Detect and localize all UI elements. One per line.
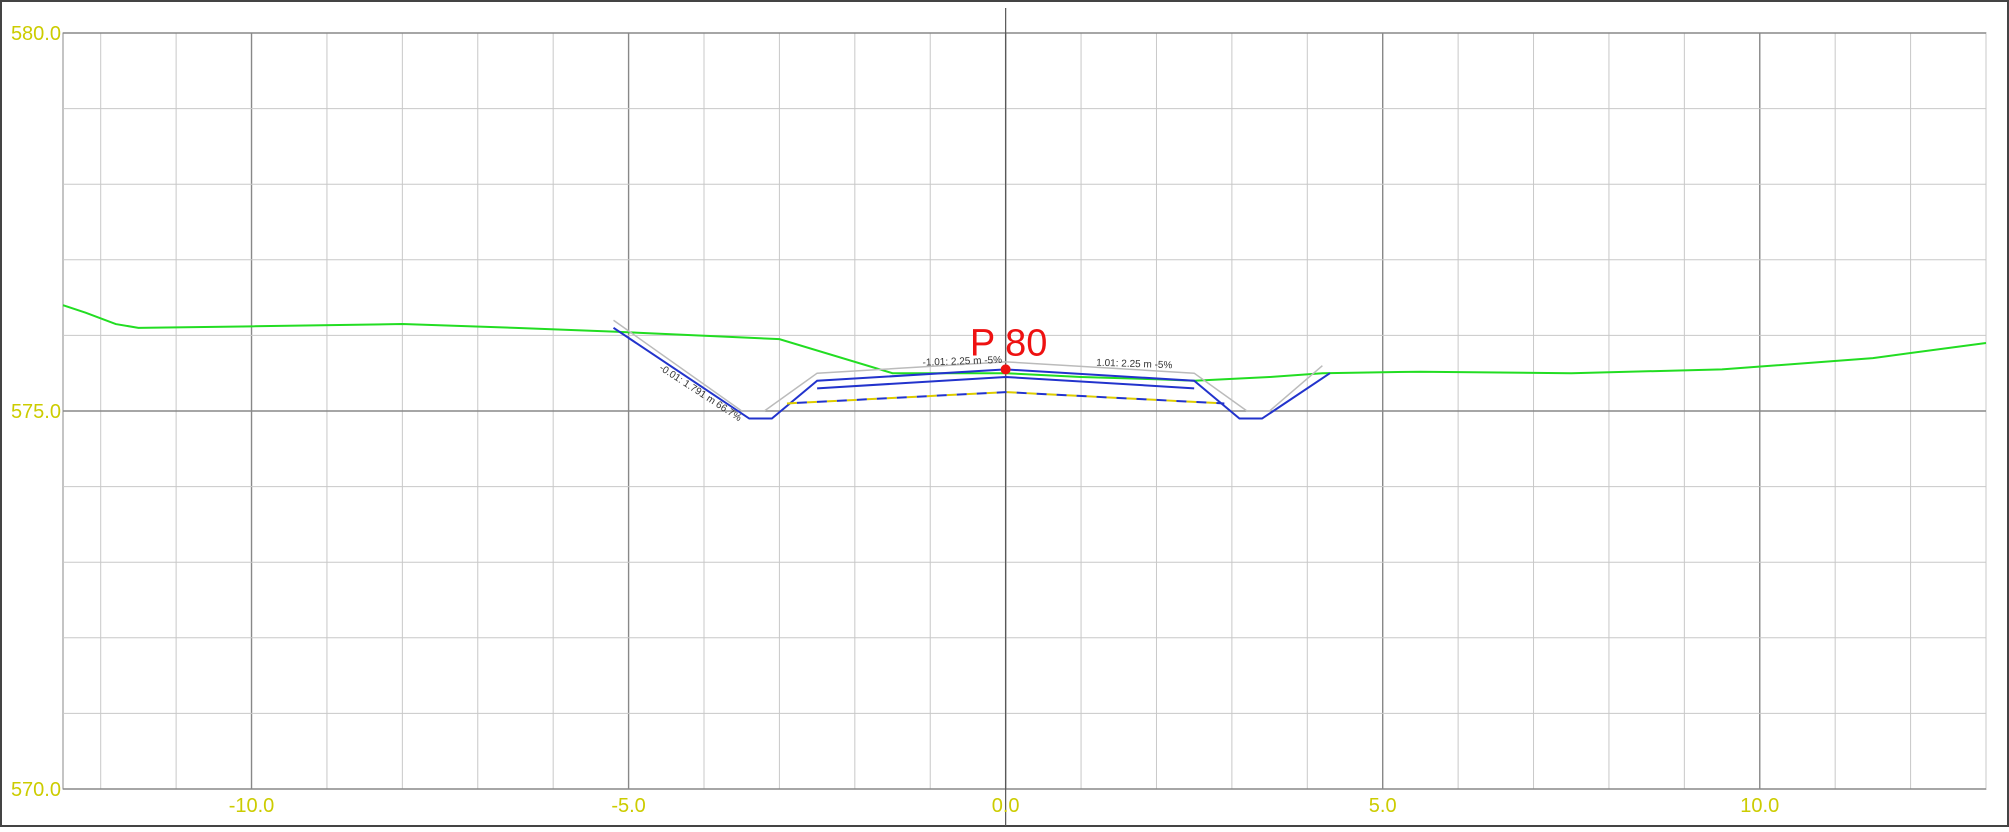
station-point[interactable] <box>1000 364 1011 375</box>
profile-line <box>62 304 1987 382</box>
station-label: P 80 <box>970 322 1047 364</box>
x-tick-label: 10.0 <box>1740 795 1779 817</box>
grid <box>62 8 1987 826</box>
profile-line <box>613 319 1323 412</box>
x-tick-label: -5.0 <box>611 795 645 817</box>
tick-labels: -10.0 -5.0 0.0 5.0 10.0 570.0 575.0 580.0 <box>11 23 1779 817</box>
slope-annotation: 1.01: 2.25 m -5% <box>1096 358 1173 372</box>
profile-line <box>786 391 1225 405</box>
x-tick-label: 0.0 <box>992 795 1020 817</box>
profile-line <box>817 375 1195 390</box>
y-tick-label: 570.0 <box>11 779 61 801</box>
y-tick-label: 575.0 <box>11 401 61 423</box>
y-tick-label: 580.0 <box>11 23 61 45</box>
profile-line-dash-gap <box>786 391 1225 405</box>
x-tick-label: 5.0 <box>1369 795 1397 817</box>
x-tick-label: -10.0 <box>229 795 275 817</box>
station-marker: P 80 <box>970 322 1047 375</box>
slope-annotation: -1.01: 2.25 m -5% <box>922 355 1002 369</box>
